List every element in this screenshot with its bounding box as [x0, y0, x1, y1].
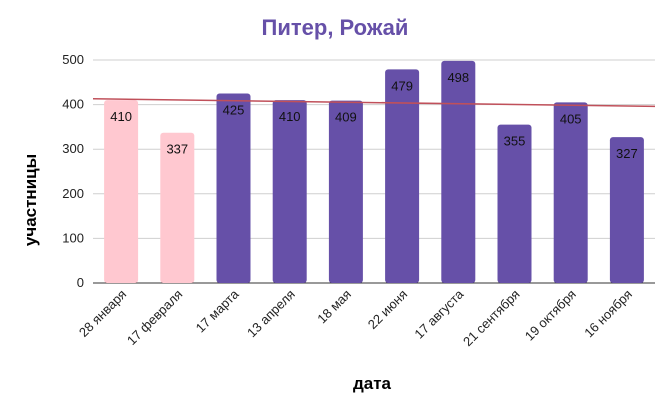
- x-tick-label: 17 августа: [411, 286, 467, 342]
- trendline: [92, 98, 656, 108]
- data-label: 410: [110, 109, 132, 124]
- chart-title: Питер, Рожай: [262, 15, 409, 40]
- data-labels: 410 337 425 410 409 479 498 355 405 327: [110, 70, 638, 161]
- x-tick-label: 17 марта: [193, 286, 242, 335]
- data-label: 425: [223, 102, 245, 117]
- x-axis-title: дата: [353, 374, 392, 393]
- bar: [328, 100, 363, 283]
- data-label: 410: [279, 109, 301, 124]
- data-label: 337: [166, 142, 188, 157]
- data-label: 498: [447, 70, 469, 85]
- y-tick-label: 400: [62, 97, 84, 112]
- trendline-path: [92, 98, 656, 108]
- x-tick-label: 13 апреля: [244, 287, 298, 341]
- y-axis-ticks: 0 100 200 300 400 500: [62, 52, 84, 290]
- bar: [216, 93, 251, 283]
- bar: [104, 100, 139, 283]
- data-label: 409: [335, 110, 357, 125]
- data-label: 405: [560, 111, 582, 126]
- bar: [553, 102, 588, 284]
- data-label: 479: [391, 78, 413, 93]
- x-tick-label: 19 октября: [522, 287, 579, 344]
- y-tick-label: 100: [62, 230, 84, 245]
- x-tick-label: 17 февраля: [124, 287, 186, 349]
- bar: [441, 60, 476, 283]
- y-tick-label: 300: [62, 141, 84, 156]
- data-label: 355: [504, 134, 526, 149]
- bar: [609, 137, 644, 283]
- bar: [385, 69, 420, 283]
- y-tick-label: 200: [62, 186, 84, 201]
- x-tick-label: 16 ноября: [581, 287, 635, 341]
- y-tick-label: 0: [77, 275, 84, 290]
- bars: [104, 60, 644, 284]
- x-tick-label: 21 сентября: [460, 287, 523, 350]
- x-tick-label: 18 мая: [314, 287, 354, 327]
- data-label: 327: [616, 146, 638, 161]
- bar: [272, 100, 307, 283]
- y-axis-title: участницы: [21, 154, 40, 246]
- bar: [160, 132, 195, 283]
- x-tick-label: 28 января: [76, 287, 129, 340]
- y-tick-label: 500: [62, 52, 84, 67]
- bar: [497, 124, 532, 283]
- x-tick-label: 22 июня: [365, 287, 410, 332]
